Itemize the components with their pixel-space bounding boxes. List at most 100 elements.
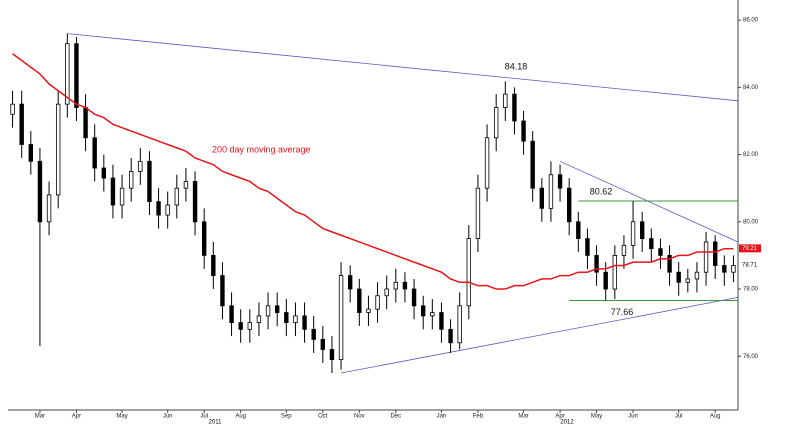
trendline [559, 160, 739, 243]
candle-body [393, 281, 399, 290]
candle-body [612, 255, 618, 290]
price-annotation: 80.62 [590, 186, 613, 196]
candle-body [375, 295, 380, 310]
candle-body [484, 137, 490, 189]
last-value-box [739, 244, 761, 253]
y-tick-label: 82.00 [743, 152, 759, 158]
moving-average-label: 200 day moving average [212, 144, 311, 154]
candle-body [55, 103, 61, 196]
x-tick-label: Jun [163, 414, 173, 420]
x-tick-label: Jul [200, 414, 208, 420]
x-tick-label: Aug [235, 414, 246, 420]
candle-body [274, 305, 280, 313]
candle-body [37, 160, 43, 223]
candle-body [238, 322, 243, 330]
candle-body [366, 308, 371, 313]
y-tick-label: 84.00 [743, 85, 759, 91]
candle-body [19, 103, 24, 145]
trendline [340, 297, 739, 374]
candle-body [46, 194, 52, 223]
candle-body [430, 312, 435, 317]
candle-body [694, 271, 700, 280]
candle-body [10, 103, 15, 115]
x-tick-label: Jun [628, 414, 638, 420]
candle-body [119, 187, 125, 206]
candle-body [448, 328, 453, 344]
candle-body [147, 160, 152, 203]
x-tick-label: Nov [354, 414, 365, 420]
x-tick-label: May [116, 414, 127, 420]
x-tick-label: Dec [390, 414, 401, 420]
x-tick-label: Apr [72, 414, 81, 420]
candle-body [174, 187, 180, 206]
candle-body [211, 255, 216, 276]
x-tick-label: Sep [281, 414, 292, 420]
candle-body [83, 107, 88, 139]
x-tick-label: Oct [318, 414, 328, 420]
candle-body [92, 137, 97, 169]
y-tick-label: 80.00 [743, 219, 759, 225]
candle-body [503, 93, 508, 108]
candle-body [566, 187, 572, 223]
candle-body [512, 93, 517, 122]
last-value-box [739, 261, 761, 270]
candle-body [138, 160, 143, 172]
moving-average [12, 53, 734, 290]
candle-body [439, 312, 444, 330]
candle-body [311, 328, 316, 340]
candle-body [192, 181, 198, 223]
candle-body [329, 349, 335, 360]
year-label: 2012 [560, 420, 574, 426]
candle-body [247, 322, 253, 330]
x-tick-label: Jan [437, 414, 447, 420]
candle-body [338, 275, 344, 360]
candle-body [530, 140, 535, 189]
price-annotation: 84.18 [505, 62, 528, 72]
candle-body [220, 275, 225, 307]
candle-body [74, 43, 79, 108]
candle-body [539, 187, 545, 209]
candle-body [411, 288, 417, 307]
candle-body [101, 167, 107, 179]
x-tick-label: Feb [473, 414, 484, 420]
candle-body [594, 255, 599, 273]
x-tick-label: Apr [555, 414, 564, 420]
candle-body [384, 288, 389, 297]
candle-body [621, 244, 627, 256]
candle-body [557, 174, 563, 189]
candle-body [28, 144, 34, 162]
candle-body [302, 315, 307, 330]
candle-body [265, 305, 271, 317]
candle-body [347, 275, 353, 290]
x-tick-label: Jul [675, 414, 683, 420]
candle-body [548, 174, 554, 209]
candle-body [639, 221, 645, 240]
candle-body [402, 281, 408, 290]
candle-body [658, 248, 663, 256]
candle-body [703, 241, 709, 273]
candle-body [183, 181, 189, 189]
candle-body [229, 305, 234, 324]
last-value-label: 79.21 [742, 246, 758, 252]
candle-body [293, 315, 298, 324]
candle-body [357, 288, 362, 313]
candle-body [521, 120, 526, 142]
candle-body [676, 271, 681, 283]
candle-body [110, 177, 116, 206]
trendline [67, 33, 739, 102]
candle-body [685, 278, 691, 283]
candle-body [256, 315, 262, 324]
candle-body [156, 201, 161, 216]
candle-body [284, 312, 289, 324]
candle-body [576, 221, 581, 240]
x-tick-label: May [591, 414, 602, 420]
candle-body [667, 255, 672, 273]
candle-body [320, 339, 326, 350]
candle-body [165, 204, 170, 216]
candle-body [65, 43, 70, 105]
candle-body [603, 271, 608, 290]
candle-body [201, 221, 207, 256]
candle-body [731, 265, 736, 273]
